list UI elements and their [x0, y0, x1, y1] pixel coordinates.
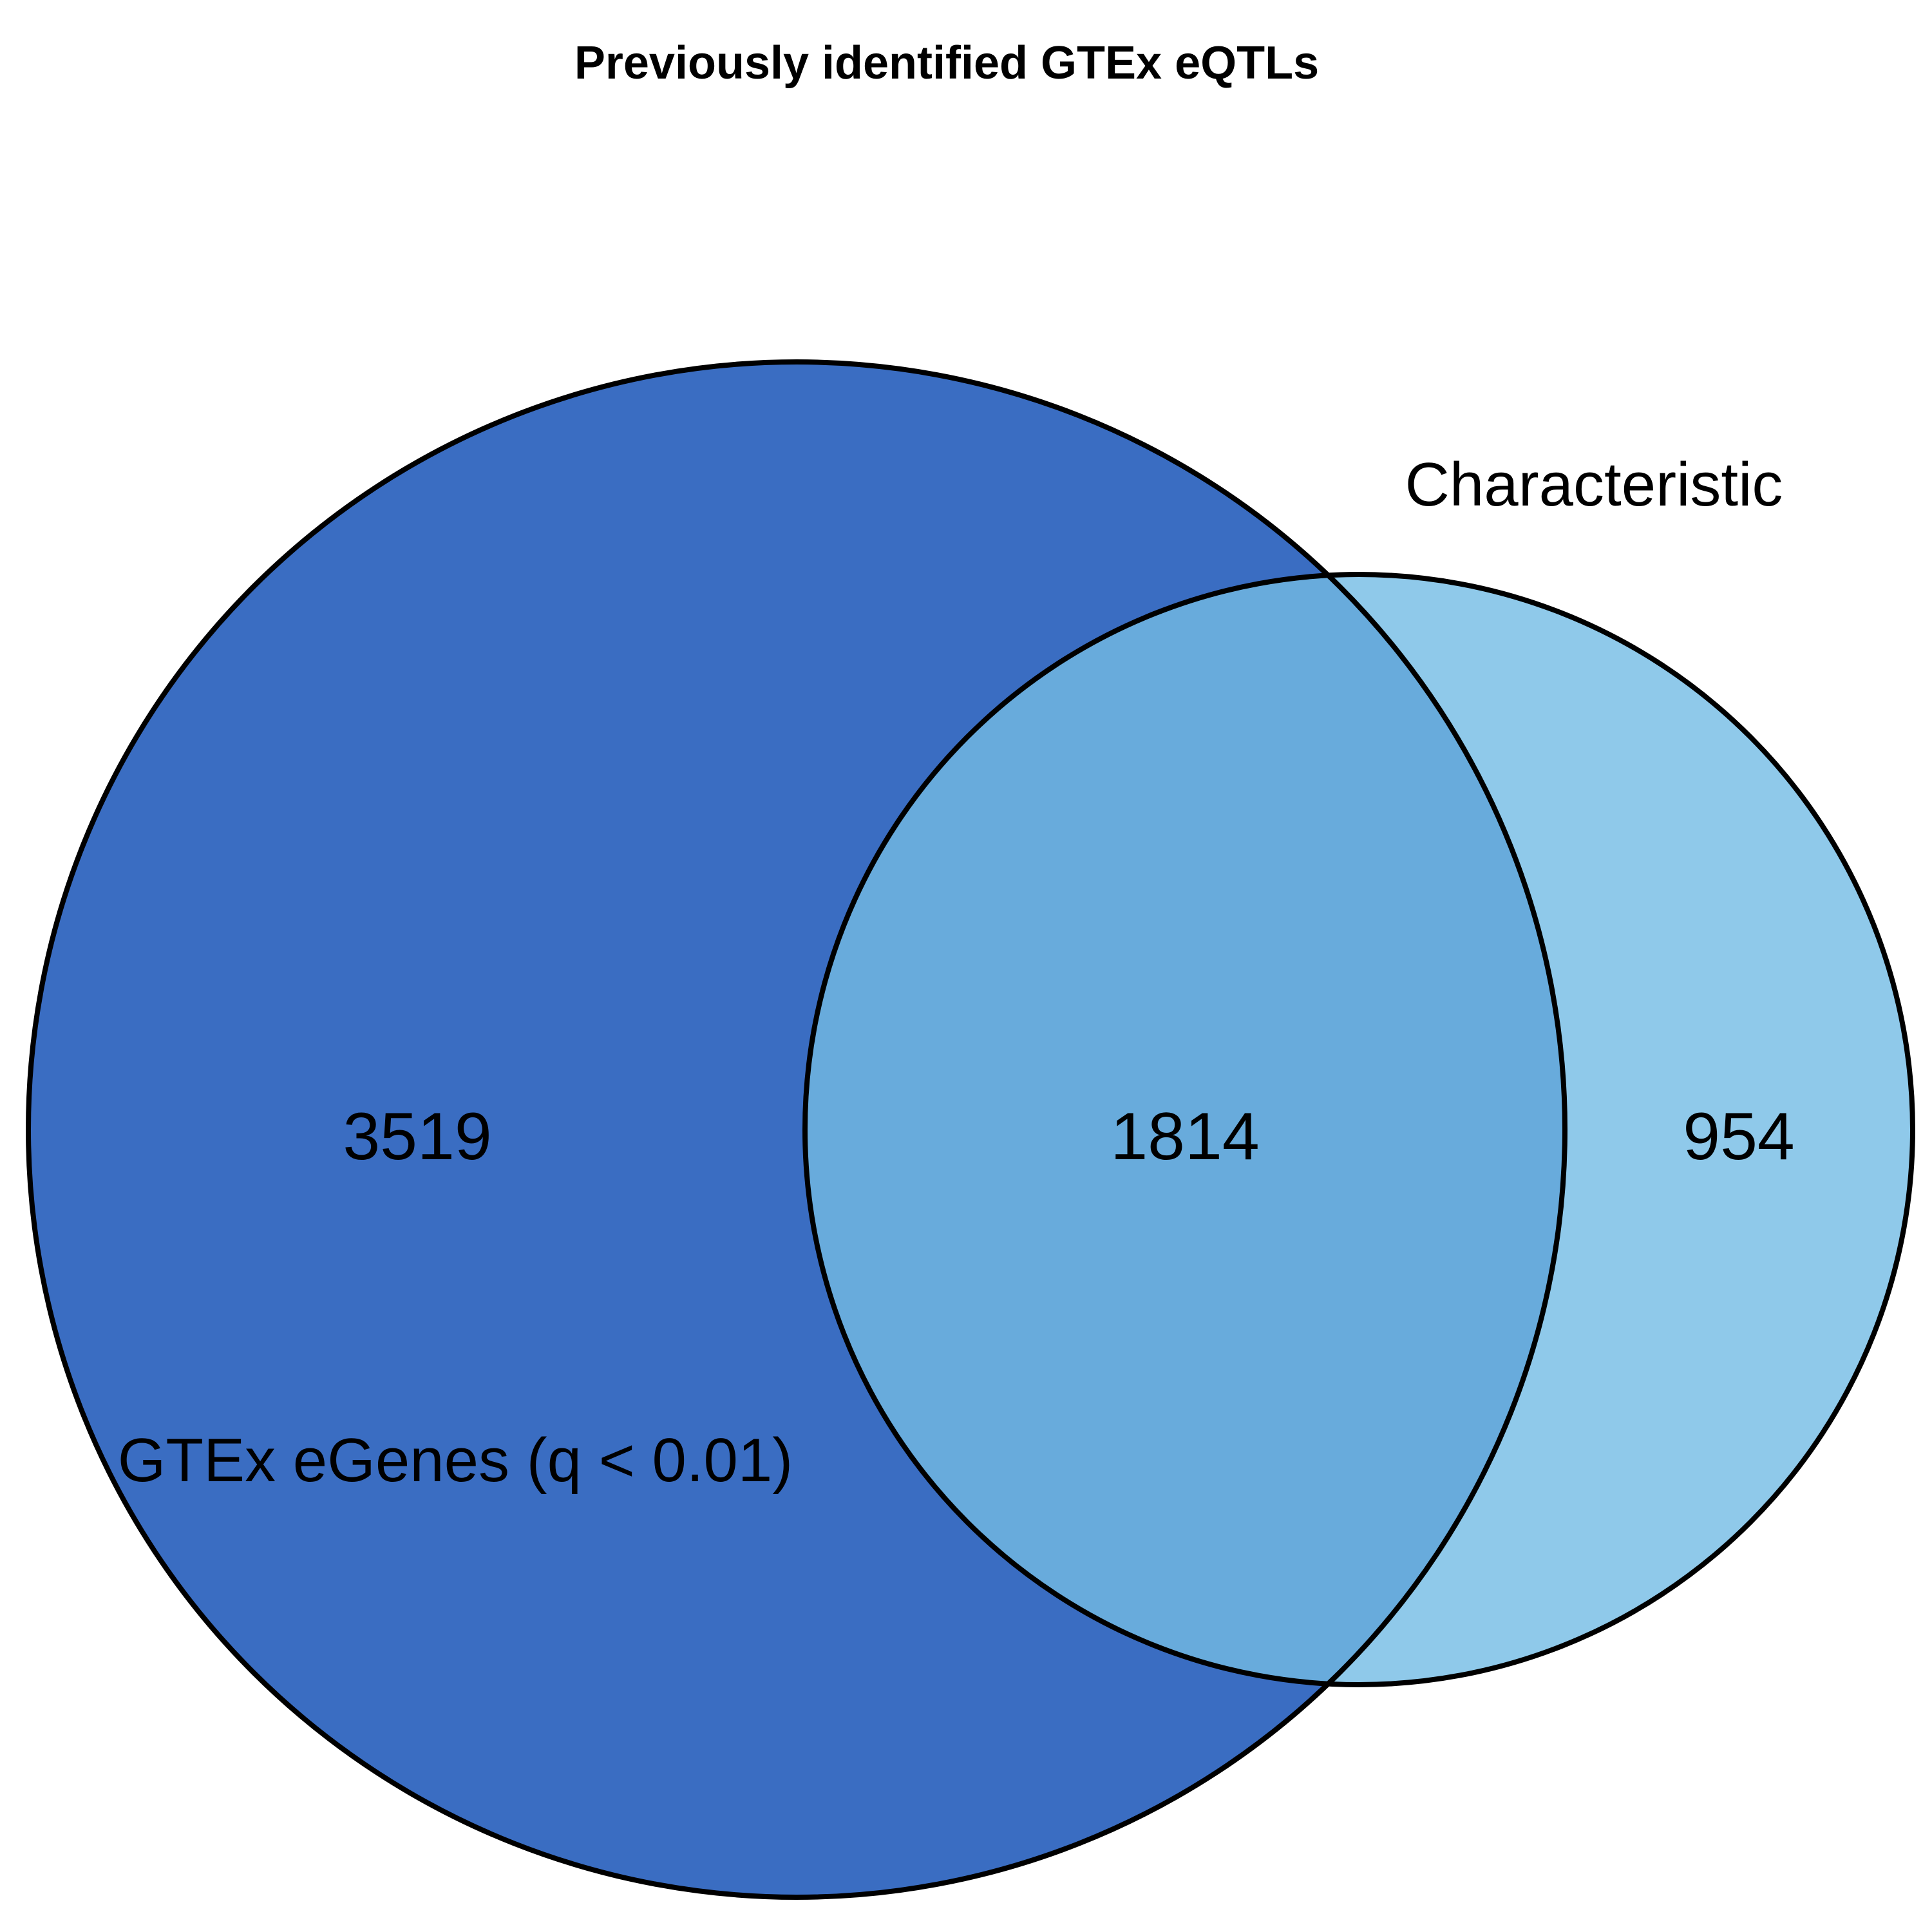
- intersection-region: [805, 574, 1565, 1685]
- set-outline-characteristic: [802, 572, 1915, 1687]
- set-label-gtex-egenes: GTEx eGenes (q < 0.01): [118, 1426, 793, 1495]
- count-characteristic-only: 954: [1683, 1099, 1795, 1174]
- count-intersection: 1814: [1110, 1099, 1259, 1174]
- set-outline-gtex-egenes: [26, 359, 1567, 1900]
- diagram-title: Previously identified GTEx eQTLs: [574, 37, 1319, 89]
- count-gtex-only: 3519: [343, 1099, 491, 1174]
- set-label-characteristic: Characteristic: [1405, 450, 1783, 519]
